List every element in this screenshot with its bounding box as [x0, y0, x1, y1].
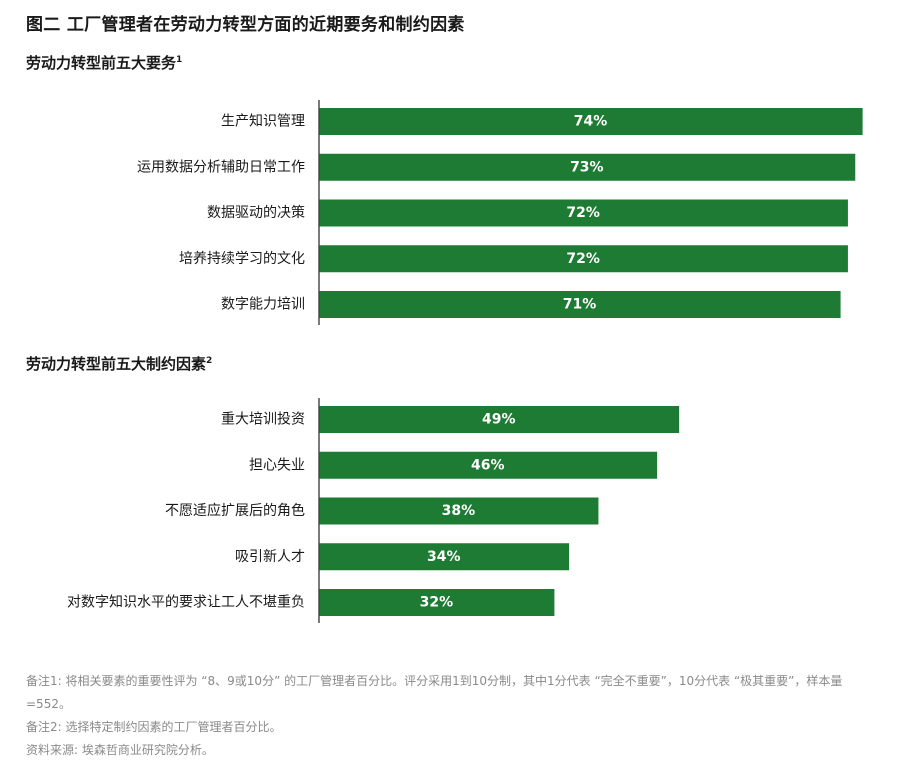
category-label: 吸引新人才	[235, 549, 305, 565]
category-label: 重大培训投资	[221, 412, 305, 428]
constraints-bar-chart: 重大培训投资 49% 担心失业 46% 不愿适应扩展后的角色 38% 吸引新人才 34% 对数字…	[67, 398, 680, 623]
bar	[319, 497, 599, 525]
bar	[319, 543, 570, 571]
data-label: 49%	[482, 412, 516, 428]
category-label: 运用数据分析辅助日常工作	[137, 159, 305, 175]
category-label: 培养持续学习的文化	[179, 250, 305, 267]
category-label: 不愿适应扩展后的角色	[165, 502, 305, 519]
priorities-bar-chart: 生产知识管理 74% 运用数据分析辅助日常工作 73% 数据驱动的决策 72% 培养持续学习…	[137, 100, 863, 325]
data-label: 34%	[427, 549, 461, 565]
bar	[319, 291, 841, 318]
category-label: 对数字知识水平的要求让工人不堪重负	[67, 594, 305, 611]
chart-title-constraints: 劳动力转型前五大制约因素2	[26, 353, 212, 374]
data-label: 72%	[566, 205, 600, 221]
footnotes: 备注1: 将相关要素的重要性评为 “8、9或10分” 的工厂管理者百分比。评分采…	[26, 670, 876, 762]
data-label: 46%	[471, 457, 505, 473]
footnote-marker: 2	[206, 356, 213, 366]
figure-title: 图二 工厂管理者在劳动力转型方面的近期要务和制约因素	[26, 15, 465, 35]
bar	[319, 108, 863, 135]
data-label: 38%	[442, 503, 476, 519]
footnote-2: 备注2: 选择特定制约因素的工厂管理者百分比。	[26, 720, 282, 734]
chart-title-priorities: 劳动力转型前五大要务1	[26, 52, 182, 73]
data-label: 73%	[570, 159, 604, 175]
footnote-1: 备注1: 将相关要素的重要性评为 “8、9或10分” 的工厂管理者百分比。评分采…	[26, 674, 843, 711]
bar	[319, 589, 555, 616]
category-label: 生产知识管理	[221, 113, 305, 130]
data-label: 74%	[574, 114, 608, 130]
bar	[319, 199, 848, 227]
chart-title-text: 劳动力转型前五大制约因素	[26, 355, 207, 373]
data-label: 32%	[420, 595, 454, 611]
category-label: 数字能力培训	[221, 297, 305, 313]
data-label: 72%	[566, 251, 600, 267]
data-label: 71%	[563, 297, 597, 313]
bar	[319, 406, 680, 433]
bar	[319, 153, 856, 181]
bar	[319, 451, 658, 479]
category-label: 担心失业	[249, 457, 305, 473]
source-note: 资料来源: 埃森哲商业研究院分析。	[26, 743, 214, 757]
bar	[319, 245, 848, 273]
footnote-marker: 1	[176, 55, 183, 65]
chart-title-text: 劳动力转型前五大要务	[26, 54, 177, 72]
category-label: 数据驱动的决策	[207, 204, 305, 221]
